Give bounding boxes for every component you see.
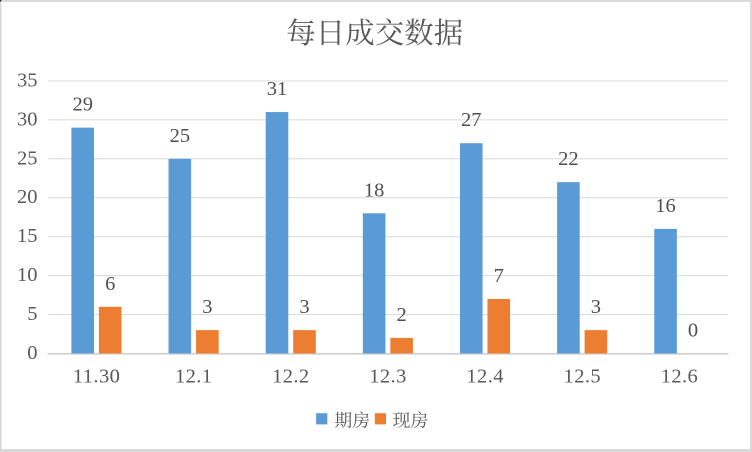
svg-text:6: 6 [105, 273, 115, 295]
svg-text:25: 25 [17, 147, 38, 169]
svg-text:25: 25 [170, 125, 191, 147]
svg-text:12.6: 12.6 [661, 366, 698, 388]
svg-text:31: 31 [267, 78, 288, 100]
svg-text:22: 22 [558, 148, 579, 170]
svg-text:35: 35 [17, 69, 38, 91]
svg-text:15: 15 [17, 225, 38, 247]
svg-text:12.3: 12.3 [369, 366, 406, 388]
svg-text:29: 29 [72, 94, 93, 116]
svg-text:10: 10 [17, 264, 38, 286]
svg-text:12.4: 12.4 [466, 366, 503, 388]
svg-text:7: 7 [494, 265, 504, 287]
svg-text:5: 5 [27, 303, 37, 325]
svg-text:27: 27 [461, 109, 482, 131]
svg-text:12.2: 12.2 [272, 366, 309, 388]
svg-text:0: 0 [27, 342, 37, 364]
svg-text:2: 2 [397, 304, 407, 326]
svg-text:0: 0 [688, 320, 698, 342]
svg-text:16: 16 [655, 195, 676, 217]
svg-text:3: 3 [591, 296, 601, 318]
svg-text:11.30: 11.30 [73, 366, 120, 388]
svg-text:12.5: 12.5 [564, 366, 601, 388]
svg-text:3: 3 [299, 296, 309, 318]
svg-text:20: 20 [17, 186, 38, 208]
svg-text:3: 3 [202, 296, 212, 318]
svg-text:30: 30 [17, 108, 38, 130]
svg-text:18: 18 [364, 179, 385, 201]
svg-text:12.1: 12.1 [175, 366, 212, 388]
